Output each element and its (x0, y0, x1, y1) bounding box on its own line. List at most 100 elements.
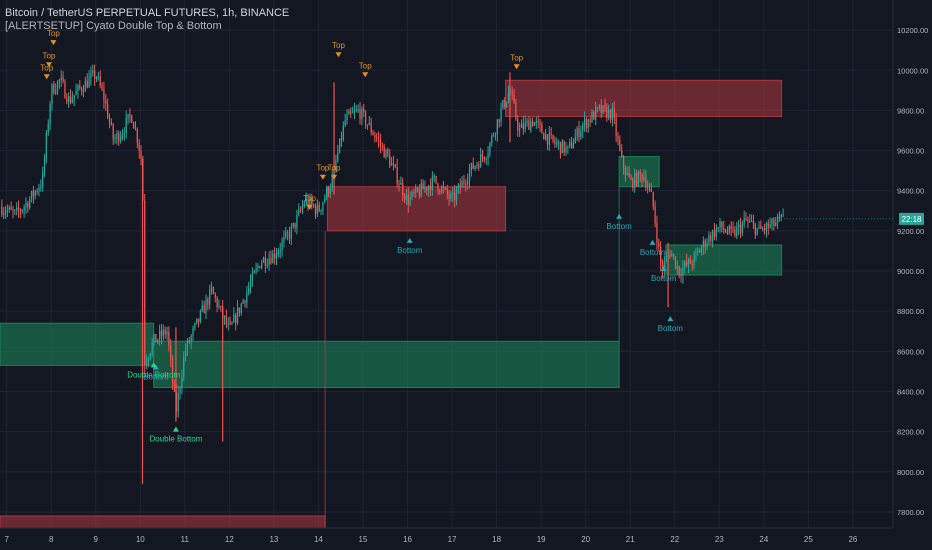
candle-body (199, 310, 202, 322)
candle-body (249, 281, 252, 288)
candle-body (311, 198, 313, 205)
candle-body (25, 203, 27, 207)
candle-body (481, 154, 484, 158)
candle-body (622, 156, 625, 168)
candle-body (663, 261, 666, 272)
candle-body (114, 138, 116, 140)
candle-body (32, 191, 35, 197)
candle-body (433, 175, 435, 177)
support-zone (153, 340, 620, 388)
candle-body (708, 235, 710, 244)
candle-body (79, 85, 81, 89)
candle-body (505, 102, 508, 107)
price-axis[interactable]: 7800.00 8000.00 8200.00 8400.00 8600.00 8800.… (783, 0, 932, 550)
candle-body (55, 91, 57, 94)
candle-body (711, 230, 714, 242)
candle-body (671, 253, 673, 257)
double-bottom-label: Double Bottom (127, 370, 180, 379)
price-tick-label: 9800.00 (897, 106, 924, 115)
candle-body (710, 235, 712, 242)
candle-body (346, 114, 348, 120)
candle-body (621, 150, 623, 157)
candle-body (6, 210, 9, 213)
candle-body (576, 128, 578, 137)
candle-body (129, 114, 131, 116)
candle-body (203, 305, 205, 314)
candle-body (418, 190, 421, 197)
indicator-title[interactable]: [ALERTSETUP] Cyato Double Top & Bottom (5, 20, 222, 32)
candle-body (110, 122, 112, 125)
candle-body (177, 393, 179, 412)
candle-body (533, 122, 536, 126)
bottom-marker-icon (649, 239, 656, 245)
bottom-marker-icon (660, 265, 667, 271)
time-tick-label: 26 (848, 535, 857, 544)
candle-body (491, 135, 493, 144)
candle-body (320, 209, 322, 212)
bottom-label: Bottom (640, 248, 666, 257)
candle-body (500, 107, 502, 122)
candle-body (574, 136, 576, 144)
candle-body (570, 142, 573, 149)
candle-body (38, 188, 40, 192)
candle-body (157, 339, 159, 343)
candle-body (342, 125, 344, 140)
candle-body (53, 84, 55, 94)
candle-body (713, 230, 716, 237)
candles-layer (1, 64, 784, 484)
bottom-label: Bottom (658, 324, 684, 333)
candle-body (687, 259, 690, 266)
candle-body (582, 124, 584, 131)
candle-body (446, 188, 448, 195)
candle-body (732, 228, 734, 230)
candle-body (730, 226, 732, 229)
candle-body (643, 177, 645, 181)
candle-body (383, 145, 385, 158)
candle-body (290, 226, 293, 239)
candle-body (535, 121, 537, 123)
time-tick-label: 20 (581, 535, 590, 544)
candle-body (298, 209, 300, 215)
price-tick-label: 8800.00 (897, 307, 924, 316)
candle-body (268, 258, 270, 265)
candle-body (372, 132, 374, 135)
time-axis[interactable]: 7 8 9 10 11 12 13 14 15 16 17 18 19 20 21 22 23 24 25 26 (0, 527, 932, 550)
candle-body (170, 345, 172, 360)
candle-body (479, 154, 482, 168)
candle-body (706, 243, 708, 248)
candle-body (168, 331, 170, 346)
candle-body (144, 200, 146, 366)
top-label: Top (316, 164, 329, 173)
candle-body (69, 96, 72, 103)
candle-body (303, 204, 305, 207)
candle-body (700, 247, 703, 253)
top-label: Top (510, 53, 523, 62)
candle-body (765, 223, 768, 231)
candle-body (266, 264, 268, 266)
candle-body (743, 218, 745, 224)
candle-body (630, 177, 632, 179)
candle-body (212, 287, 215, 294)
candle-body (658, 242, 660, 247)
candle-body (238, 307, 241, 313)
candle-body (88, 77, 90, 88)
candle-body (652, 192, 654, 207)
candle-body (728, 226, 730, 233)
candle-body (240, 303, 242, 313)
last-price-tag[interactable] (899, 212, 924, 225)
candle-body (715, 228, 717, 237)
candle-body (641, 174, 643, 181)
candle-body (335, 160, 337, 166)
candle-body (223, 316, 226, 318)
candle-body (318, 204, 320, 212)
candle-body (606, 107, 608, 119)
candle-body (51, 84, 53, 105)
price-tick-label: 9000.00 (897, 267, 924, 276)
candle-body (151, 342, 153, 354)
candle-body (64, 81, 66, 99)
symbol-title[interactable]: Bitcoin / TetherUS PERPETUAL FUTURES, 1h… (5, 7, 290, 19)
candle-body (253, 270, 255, 273)
candle-body (368, 122, 370, 125)
